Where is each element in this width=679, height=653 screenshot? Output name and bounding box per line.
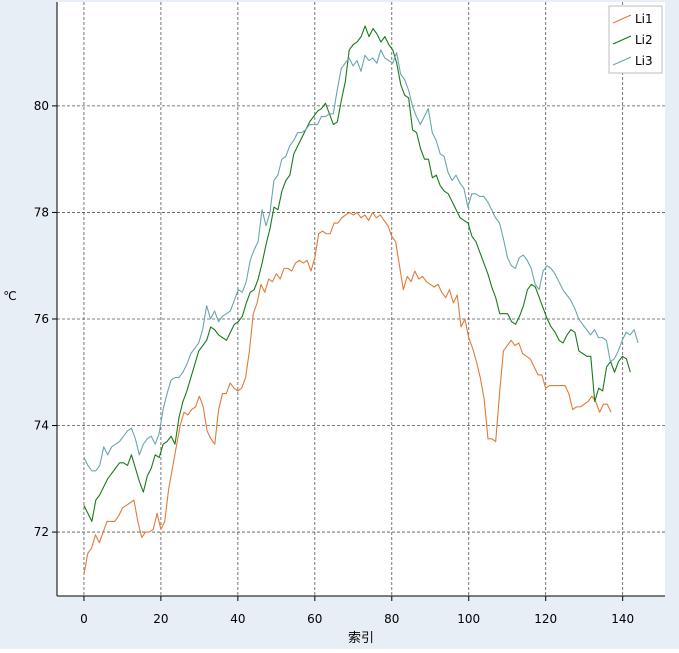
series-line-li3 [83, 49, 639, 472]
legend-box [608, 5, 663, 74]
y-tick-label: 72 [34, 525, 49, 539]
x-tick-label: 140 [611, 612, 634, 626]
plot-area [57, 2, 665, 596]
y-tick-label: 76 [34, 312, 49, 326]
x-tick-label: 80 [384, 612, 399, 626]
y-tick-label: 78 [34, 205, 49, 219]
y-tick-label: 74 [34, 419, 49, 433]
axes: 72 74 76 78 80 0 20 40 60 80 100 120 140 [34, 2, 665, 626]
x-tick-label: 120 [534, 612, 557, 626]
x-tick-label: 100 [457, 612, 480, 626]
legend-swatch [612, 14, 632, 24]
x-tick-label: 60 [307, 612, 322, 626]
x-tick-label: 40 [230, 612, 245, 626]
x-tick-label: 0 [80, 612, 88, 626]
x-axis-label: 索引 [348, 631, 374, 646]
x-tick-label: 20 [153, 612, 168, 626]
series-line-li1 [83, 211, 612, 575]
y-axis-label: ℃ [3, 289, 16, 303]
legend-label: Li2 [635, 33, 653, 47]
legend-label: Li1 [635, 12, 653, 26]
y-tick-label: 80 [34, 99, 49, 113]
series-lines [83, 25, 639, 575]
legend-swatch [612, 56, 632, 66]
legend-label: Li3 [635, 54, 653, 68]
legend-swatch [612, 35, 632, 45]
grid-lines [57, 2, 665, 596]
series-line-li2 [83, 25, 631, 522]
legend[interactable]: Li1 Li2 Li3 [608, 5, 663, 74]
